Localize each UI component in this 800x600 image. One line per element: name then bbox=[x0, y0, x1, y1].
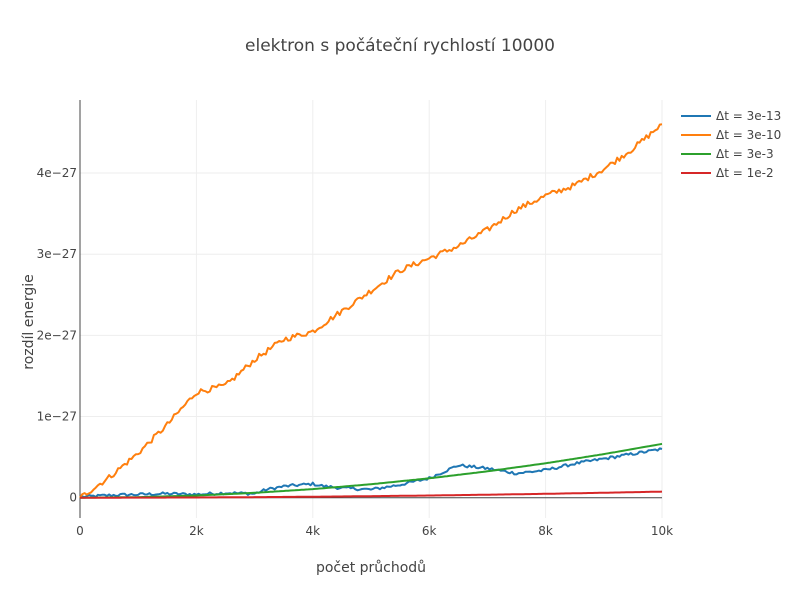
x-axis-title: počet průchodů bbox=[316, 560, 426, 576]
x-tick-label: 4k bbox=[306, 524, 321, 538]
legend-label: Δt = 1e-2 bbox=[716, 166, 774, 180]
series-group bbox=[79, 123, 663, 499]
legend-item-3[interactable]: Δt = 3e-3 bbox=[681, 147, 774, 161]
chart-title: elektron s počáteční rychlostí 10000 bbox=[245, 36, 555, 56]
legend-item-2[interactable]: Δt = 3e-10 bbox=[681, 128, 781, 142]
series-line-1 bbox=[79, 447, 663, 499]
legend[interactable]: Δt = 3e-13 Δt = 3e-10 Δt = 3e-3 Δt = 1e-2 bbox=[681, 109, 781, 180]
y-tick-label: 0 bbox=[69, 491, 77, 505]
series-line-4 bbox=[80, 490, 663, 499]
x-tick-label: 6k bbox=[422, 524, 437, 538]
x-tick-label: 10k bbox=[651, 524, 673, 538]
legend-label: Δt = 3e-3 bbox=[716, 147, 774, 161]
series-line-3 bbox=[80, 442, 663, 499]
x-tick-label: 2k bbox=[189, 524, 204, 538]
axes: 0 2k 4k 6k 8k 10k 0 1e−27 2e−27 3e−27 4e−27 bbox=[37, 100, 673, 538]
x-tick-label: 8k bbox=[538, 524, 553, 538]
x-tick-label: 0 bbox=[76, 524, 84, 538]
y-axis-title: rozdíl energie bbox=[21, 274, 37, 369]
legend-label: Δt = 3e-13 bbox=[716, 109, 781, 123]
y-tick-label: 1e−27 bbox=[37, 410, 77, 424]
series-line-2 bbox=[79, 123, 663, 499]
legend-item-4[interactable]: Δt = 1e-2 bbox=[681, 166, 774, 180]
legend-item-1[interactable]: Δt = 3e-13 bbox=[681, 109, 781, 123]
legend-label: Δt = 3e-10 bbox=[716, 128, 781, 142]
y-tick-label: 2e−27 bbox=[37, 328, 77, 342]
y-tick-label: 4e−27 bbox=[37, 166, 77, 180]
y-tick-label: 3e−27 bbox=[37, 247, 77, 261]
